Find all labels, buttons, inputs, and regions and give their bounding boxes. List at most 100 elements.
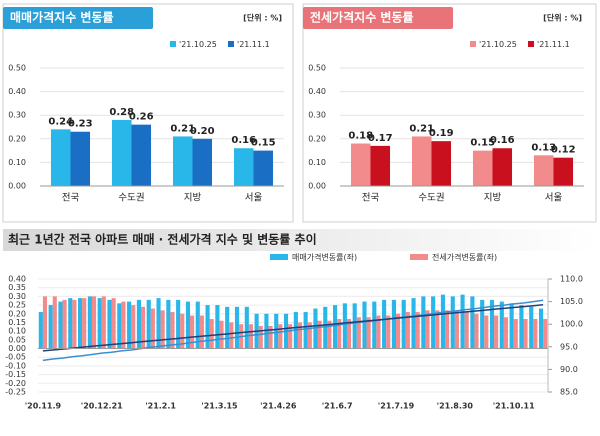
bar: [350, 143, 371, 186]
bar: [366, 317, 371, 349]
bar: [172, 136, 193, 186]
bar: [401, 299, 406, 349]
bar: [121, 301, 126, 349]
bar: [391, 299, 396, 349]
bar: [111, 119, 132, 186]
y-tick-label: 0.05: [8, 335, 26, 344]
index-line: [42, 299, 544, 362]
bar: [180, 313, 185, 349]
bar: [421, 296, 426, 349]
bar: [362, 301, 367, 349]
bar: [150, 308, 155, 349]
y-tick-label: 0.30: [8, 292, 26, 301]
bar: [494, 315, 499, 349]
y-tick-label: -0.25: [5, 388, 26, 397]
x-tick-label: '20.12.21: [81, 402, 123, 411]
bar: [205, 305, 210, 349]
value-label: 0.28: [109, 107, 134, 118]
legend-swatch: [270, 254, 288, 260]
bar: [342, 303, 347, 349]
unit-label: [단위 : %]: [243, 13, 282, 23]
y-tick-label: -0.15: [5, 370, 26, 379]
bar: [425, 310, 430, 349]
bar: [156, 298, 161, 349]
bar: [70, 131, 91, 186]
bar: [464, 312, 469, 349]
bar: [42, 296, 48, 349]
bar: [297, 322, 303, 349]
bar: [499, 301, 504, 349]
y-tick-label: 0.00: [308, 182, 326, 191]
bar: [484, 315, 489, 349]
x-tick-label: '21.8.30: [437, 402, 474, 411]
bar: [78, 298, 83, 349]
value-label: 0.15: [251, 138, 276, 149]
bar: [248, 324, 253, 349]
bar: [489, 299, 495, 349]
y-tick-label: 0.30: [8, 111, 26, 120]
y-tick-label: 0.15: [8, 318, 26, 327]
bar: [337, 318, 342, 349]
bar: [117, 303, 122, 349]
bar: [195, 301, 200, 349]
panel-header: [303, 7, 453, 29]
x-tick-label: '20.11.9: [25, 402, 62, 411]
y-tick-label: -0.05: [5, 353, 26, 362]
bar: [405, 312, 410, 349]
bar: [50, 129, 71, 186]
y-tick-label: 0.10: [308, 158, 326, 167]
bar: [111, 298, 116, 349]
bar: [382, 299, 387, 349]
y-tick-label: 0.00: [8, 344, 26, 353]
bar: [101, 296, 106, 349]
bar: [533, 318, 538, 349]
bar: [553, 157, 574, 186]
value-label: 0.26: [129, 112, 154, 123]
bar: [234, 306, 240, 349]
bar: [543, 318, 548, 349]
value-label: 0.15: [470, 138, 495, 149]
legend-label: '21.10.25: [179, 40, 217, 49]
legend-label: 전세가격변동률(좌): [432, 252, 497, 262]
section-header: [3, 229, 596, 251]
bar: [127, 301, 132, 349]
bar: [523, 318, 528, 349]
bar: [431, 141, 452, 186]
bar: [160, 310, 165, 349]
bar: [346, 318, 352, 349]
y2-tick-label: 85.0: [560, 388, 578, 397]
bar: [370, 145, 391, 186]
y2-tick-label: 90.0: [560, 365, 578, 374]
bar: [435, 310, 440, 349]
bar: [440, 294, 446, 349]
value-label: 0.21: [409, 123, 434, 134]
bar: [313, 308, 318, 349]
x-tick-label: '21.2.1: [145, 402, 176, 411]
bar: [317, 320, 322, 349]
chart-title: 최근 1년간 전국 아파트 매매 · 전세가격 지수 및 변동률 추이: [8, 232, 317, 247]
y2-tick-label: 95.0: [560, 342, 578, 351]
x-tick-label: 지방: [484, 193, 502, 204]
panel-header: [3, 7, 153, 29]
value-label: 0.17: [368, 133, 393, 144]
bar: [244, 306, 249, 349]
value-label: 0.23: [68, 119, 93, 130]
y-tick-label: 0.20: [8, 134, 26, 143]
y-tick-label: 0.40: [8, 275, 26, 284]
bar: [209, 318, 214, 349]
bar: [450, 296, 455, 349]
bar: [258, 325, 263, 349]
bar: [372, 301, 377, 349]
value-label: 0.12: [551, 145, 576, 156]
bar: [87, 296, 92, 349]
bar: [199, 315, 204, 349]
legend-swatch: [470, 41, 476, 47]
bar: [68, 298, 73, 349]
y-tick-label: 0.10: [8, 158, 26, 167]
bar: [274, 313, 279, 349]
bar: [474, 313, 479, 349]
legend-swatch: [228, 41, 234, 47]
bar: [229, 322, 234, 349]
bar: [58, 301, 63, 349]
